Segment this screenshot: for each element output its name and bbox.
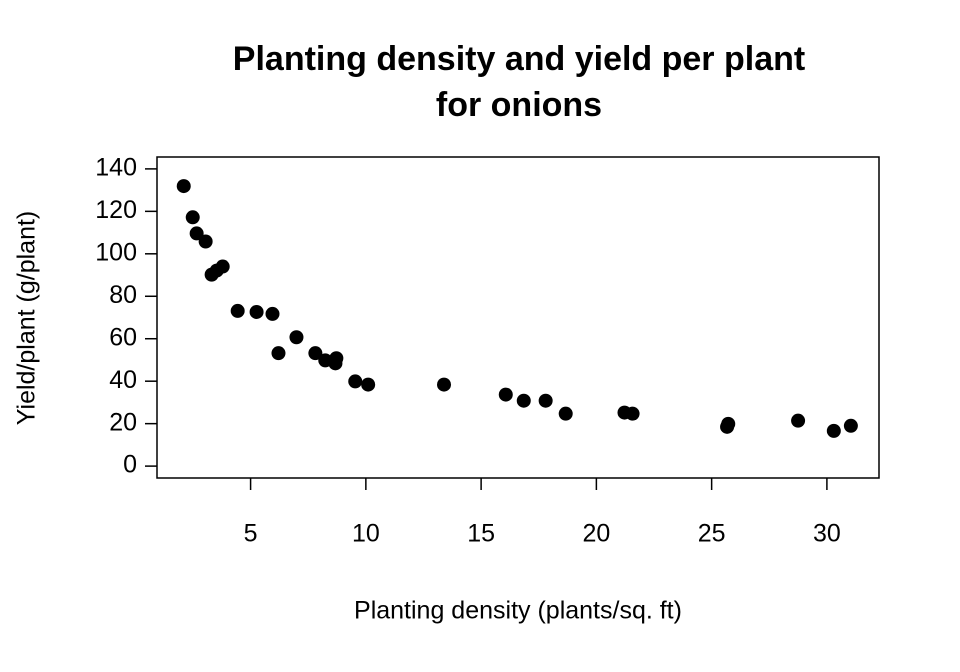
x-tick-label: 20 [582, 520, 610, 548]
point [185, 210, 200, 225]
x-tick-label: 5 [244, 520, 258, 548]
point [265, 306, 280, 321]
y-tick-label: 60 [109, 323, 137, 351]
point [249, 304, 264, 319]
point [437, 377, 452, 392]
point [791, 413, 806, 428]
point [498, 387, 513, 402]
point [289, 330, 304, 345]
x-tick-label: 25 [698, 520, 726, 548]
x-tick-label: 10 [352, 520, 380, 548]
point [361, 377, 376, 392]
point [198, 234, 213, 249]
y-tick-label: 120 [95, 196, 137, 224]
y-tick-label: 80 [109, 281, 137, 309]
point [176, 179, 191, 194]
chart-title: Planting density and yield per plant for… [232, 40, 806, 124]
point [843, 418, 858, 433]
point [348, 374, 363, 389]
x-tick-label: 15 [467, 520, 495, 548]
point [215, 259, 230, 274]
y-tick-label: 100 [95, 238, 137, 266]
point [516, 393, 531, 408]
point [826, 423, 841, 438]
y-axis-label: Yield/plant (g/plant) [13, 211, 41, 425]
point [625, 406, 640, 421]
point [189, 226, 204, 241]
point [308, 346, 323, 361]
x-axis-label: Planting density (plants/sq. ft) [354, 597, 682, 625]
plot-box [156, 156, 880, 479]
point [329, 351, 344, 366]
y-tick-label: 140 [95, 153, 137, 181]
x-tick-label: 30 [813, 520, 841, 548]
point [271, 346, 286, 361]
point [230, 303, 245, 318]
point [538, 393, 553, 408]
y-tick-label: 40 [109, 366, 137, 394]
y-tick-label: 0 [123, 451, 137, 479]
point [558, 406, 573, 421]
point [720, 419, 735, 434]
y-tick-label: 20 [109, 408, 137, 436]
